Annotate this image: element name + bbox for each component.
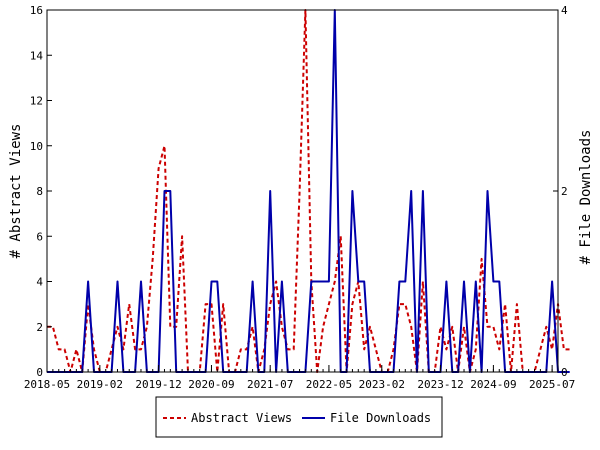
y-tick-label: 8 [36, 185, 43, 198]
y-tick-label: 12 [30, 95, 43, 108]
x-tick-label: 2021-07 [247, 378, 293, 391]
y-tick-label: 6 [36, 230, 43, 243]
y-tick-label: 2 [36, 321, 43, 334]
series-line-abstract-views [47, 9, 570, 373]
y-tick-label: 0 [36, 366, 43, 379]
x-tick-label: 2018-05 [24, 378, 70, 391]
y2-tick-label: 2 [561, 185, 568, 198]
y-tick-label: 10 [30, 140, 43, 153]
y2-axis-title: # File Downloads [578, 130, 594, 265]
x-tick-label: 2020-09 [188, 378, 234, 391]
x-tick-label: 2022-05 [306, 378, 352, 391]
y-tick-label: 16 [30, 4, 43, 17]
legend-box [155, 396, 443, 438]
x-tick-label: 2024-09 [470, 378, 516, 391]
legend: Abstract Views File Downloads [155, 396, 443, 438]
plot-area [47, 10, 558, 372]
y-tick-label: 4 [36, 276, 43, 289]
x-tick-label: 2019-02 [77, 378, 123, 391]
y2-tick-label: 4 [561, 4, 568, 17]
chart-axes: 0 2 4 6 8 10 12 14 16 0 2 4 2018-05 2019-02 2019-12 202… [24, 4, 575, 391]
legend-label-views: Abstract Views [191, 411, 292, 425]
x-tick-label: 2023-12 [417, 378, 463, 391]
x-tick-label: 2023-02 [359, 378, 405, 391]
x-tick-label: 2019-12 [135, 378, 181, 391]
y2-tick-label: 0 [561, 366, 568, 379]
x-tick-label: 2025-07 [529, 378, 575, 391]
legend-label-downloads: File Downloads [330, 411, 431, 425]
y-tick-label: 14 [30, 49, 44, 62]
y-axis-title: # Abstract Views [8, 124, 24, 259]
